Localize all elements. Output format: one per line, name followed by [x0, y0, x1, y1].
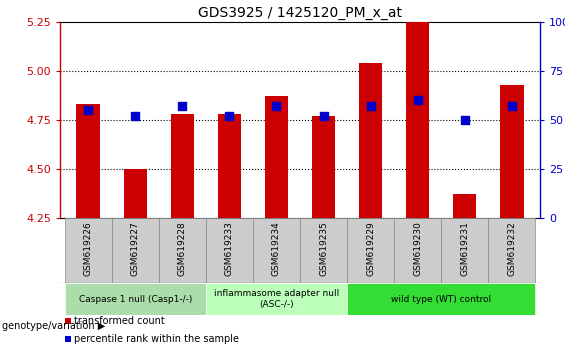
- Text: Caspase 1 null (Casp1-/-): Caspase 1 null (Casp1-/-): [79, 295, 192, 303]
- Point: [131, 113, 140, 119]
- FancyBboxPatch shape: [300, 218, 347, 283]
- Point: [366, 103, 375, 109]
- Text: inflammasome adapter null
(ASC-/-): inflammasome adapter null (ASC-/-): [214, 289, 339, 309]
- Bar: [359, 63, 383, 218]
- Point: [319, 113, 328, 119]
- Text: GSM619234: GSM619234: [272, 221, 281, 276]
- Bar: [265, 97, 288, 218]
- Text: GSM619228: GSM619228: [178, 221, 187, 276]
- FancyBboxPatch shape: [347, 218, 394, 283]
- FancyBboxPatch shape: [65, 218, 112, 283]
- Bar: [76, 104, 100, 218]
- Point: [413, 98, 422, 103]
- FancyBboxPatch shape: [159, 218, 206, 283]
- Point: [507, 103, 516, 109]
- Text: GSM619232: GSM619232: [507, 221, 516, 276]
- Text: GSM619231: GSM619231: [460, 221, 469, 276]
- Text: GSM619235: GSM619235: [319, 221, 328, 276]
- Text: GSM619226: GSM619226: [84, 221, 93, 276]
- Point: [178, 103, 187, 109]
- FancyBboxPatch shape: [112, 218, 159, 283]
- Text: GSM619233: GSM619233: [225, 221, 234, 276]
- Title: GDS3925 / 1425120_PM_x_at: GDS3925 / 1425120_PM_x_at: [198, 6, 402, 19]
- FancyBboxPatch shape: [488, 218, 535, 283]
- Bar: [500, 85, 524, 218]
- FancyBboxPatch shape: [206, 218, 253, 283]
- Point: [225, 113, 234, 119]
- Text: GSM619229: GSM619229: [366, 221, 375, 276]
- Bar: [65, 318, 71, 324]
- Text: GSM619227: GSM619227: [131, 221, 140, 276]
- FancyBboxPatch shape: [253, 218, 300, 283]
- Bar: [124, 169, 147, 218]
- Point: [84, 107, 93, 113]
- Text: GSM619230: GSM619230: [413, 221, 422, 276]
- Text: genotype/variation ▶: genotype/variation ▶: [2, 321, 105, 331]
- Bar: [312, 116, 335, 218]
- Bar: [171, 114, 194, 218]
- Text: transformed count: transformed count: [74, 316, 165, 326]
- Bar: [218, 114, 241, 218]
- FancyBboxPatch shape: [347, 283, 535, 315]
- FancyBboxPatch shape: [394, 218, 441, 283]
- Point: [460, 117, 469, 123]
- Bar: [65, 336, 71, 342]
- FancyBboxPatch shape: [206, 283, 347, 315]
- Bar: [453, 194, 476, 218]
- FancyBboxPatch shape: [65, 283, 206, 315]
- Bar: [406, 22, 429, 218]
- Point: [272, 103, 281, 109]
- Text: percentile rank within the sample: percentile rank within the sample: [74, 334, 239, 344]
- Text: wild type (WT) control: wild type (WT) control: [391, 295, 491, 303]
- FancyBboxPatch shape: [441, 218, 488, 283]
